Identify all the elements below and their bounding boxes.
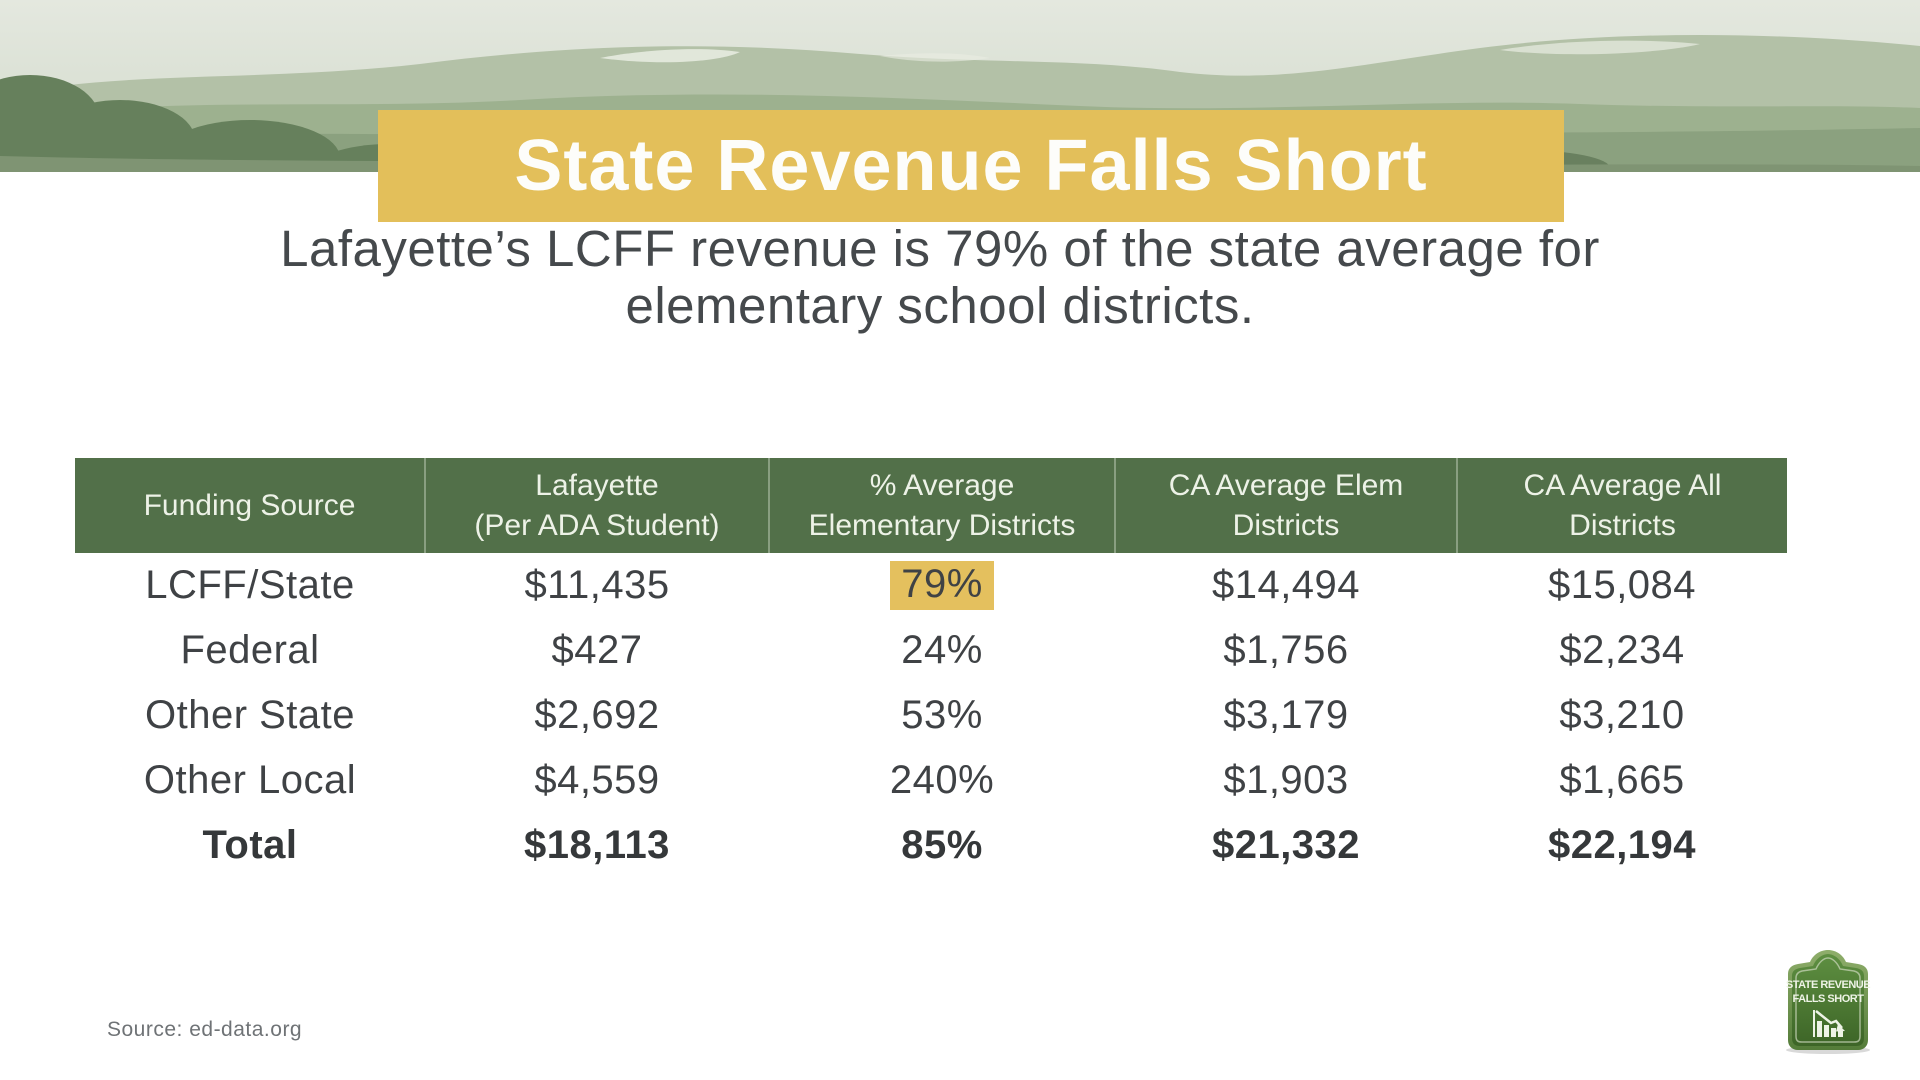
cell-value: 240% bbox=[889, 758, 995, 802]
cell-value: $3,179 bbox=[1223, 693, 1349, 737]
cell-value: $15,084 bbox=[1547, 563, 1697, 607]
cell-value: $14,494 bbox=[1211, 563, 1361, 607]
funding-table: Funding Source Lafayette (Per ADA Studen… bbox=[75, 458, 1787, 878]
cell-value: $11,435 bbox=[524, 563, 670, 607]
cell-label: Federal bbox=[180, 628, 320, 672]
cell-value: 85% bbox=[901, 823, 983, 867]
cell-value: $2,234 bbox=[1559, 628, 1685, 672]
cell-value: $3,210 bbox=[1559, 693, 1685, 737]
cell-label: Total bbox=[202, 823, 298, 867]
cell-value: $2,692 bbox=[534, 693, 660, 737]
col-header-pct-average: % Average Elementary Districts bbox=[768, 458, 1115, 553]
state-revenue-falls-short-badge: STATE REVENUE FALLS SHORT bbox=[1776, 948, 1880, 1054]
col-header-ca-avg-all: CA Average All Districts bbox=[1456, 458, 1787, 553]
cell-value: $4,559 bbox=[534, 758, 660, 802]
table-header-row: Funding Source Lafayette (Per ADA Studen… bbox=[75, 458, 1787, 553]
badge-text-line-1: STATE REVENUE bbox=[1786, 979, 1870, 991]
cell-value: 53% bbox=[901, 693, 983, 737]
sign-badge-icon: STATE REVENUE FALLS SHORT bbox=[1786, 950, 1871, 1054]
source-citation: Source: ed-data.org bbox=[107, 1018, 303, 1041]
title-banner: State Revenue Falls Short bbox=[378, 110, 1564, 222]
cell-value: $22,194 bbox=[1547, 823, 1697, 867]
highlighted-value: 79% bbox=[890, 561, 994, 610]
cell-value: $1,665 bbox=[1559, 758, 1685, 802]
cell-value: 79% bbox=[769, 553, 1115, 618]
subtitle-line-1: Lafayette’s LCFF revenue is 79% of the s… bbox=[280, 220, 1600, 277]
subtitle: Lafayette’s LCFF revenue is 79% of the s… bbox=[40, 220, 1840, 334]
cell-value: $427 bbox=[551, 628, 643, 672]
cell-value: $1,756 bbox=[1223, 628, 1349, 672]
table-row-other-state: Other State $2,692 53% $3,179 $3,210 bbox=[75, 683, 1787, 748]
cell-value: $1,903 bbox=[1223, 758, 1349, 802]
declining-bar-chart-icon bbox=[1813, 1010, 1845, 1037]
table-row-federal: Federal $427 24% $1,756 $2,234 bbox=[75, 618, 1787, 683]
cell-label: Other State bbox=[144, 693, 356, 737]
table-row-lcff-state: LCFF/State $11,435 79% $14,494 $15,084 bbox=[75, 553, 1787, 618]
cell-value: $21,332 bbox=[1211, 823, 1361, 867]
col-header-lafayette: Lafayette (Per ADA Student) bbox=[424, 458, 769, 553]
col-header-funding-source: Funding Source bbox=[75, 458, 425, 553]
slide-title: State Revenue Falls Short bbox=[514, 126, 1428, 206]
cell-label: Other Local bbox=[143, 758, 357, 802]
subtitle-line-2: elementary school districts. bbox=[625, 277, 1255, 334]
cell-label: LCFF/State bbox=[145, 563, 355, 607]
cell-value: 24% bbox=[901, 628, 983, 672]
table-row-other-local: Other Local $4,559 240% $1,903 $1,665 bbox=[75, 748, 1787, 813]
cell-value: $18,113 bbox=[524, 823, 670, 867]
col-header-ca-avg-elem: CA Average Elem Districts bbox=[1114, 458, 1457, 553]
table-row-total: Total $18,113 85% $21,332 $22,194 bbox=[75, 813, 1787, 878]
badge-text-line-2: FALLS SHORT bbox=[1793, 993, 1865, 1005]
